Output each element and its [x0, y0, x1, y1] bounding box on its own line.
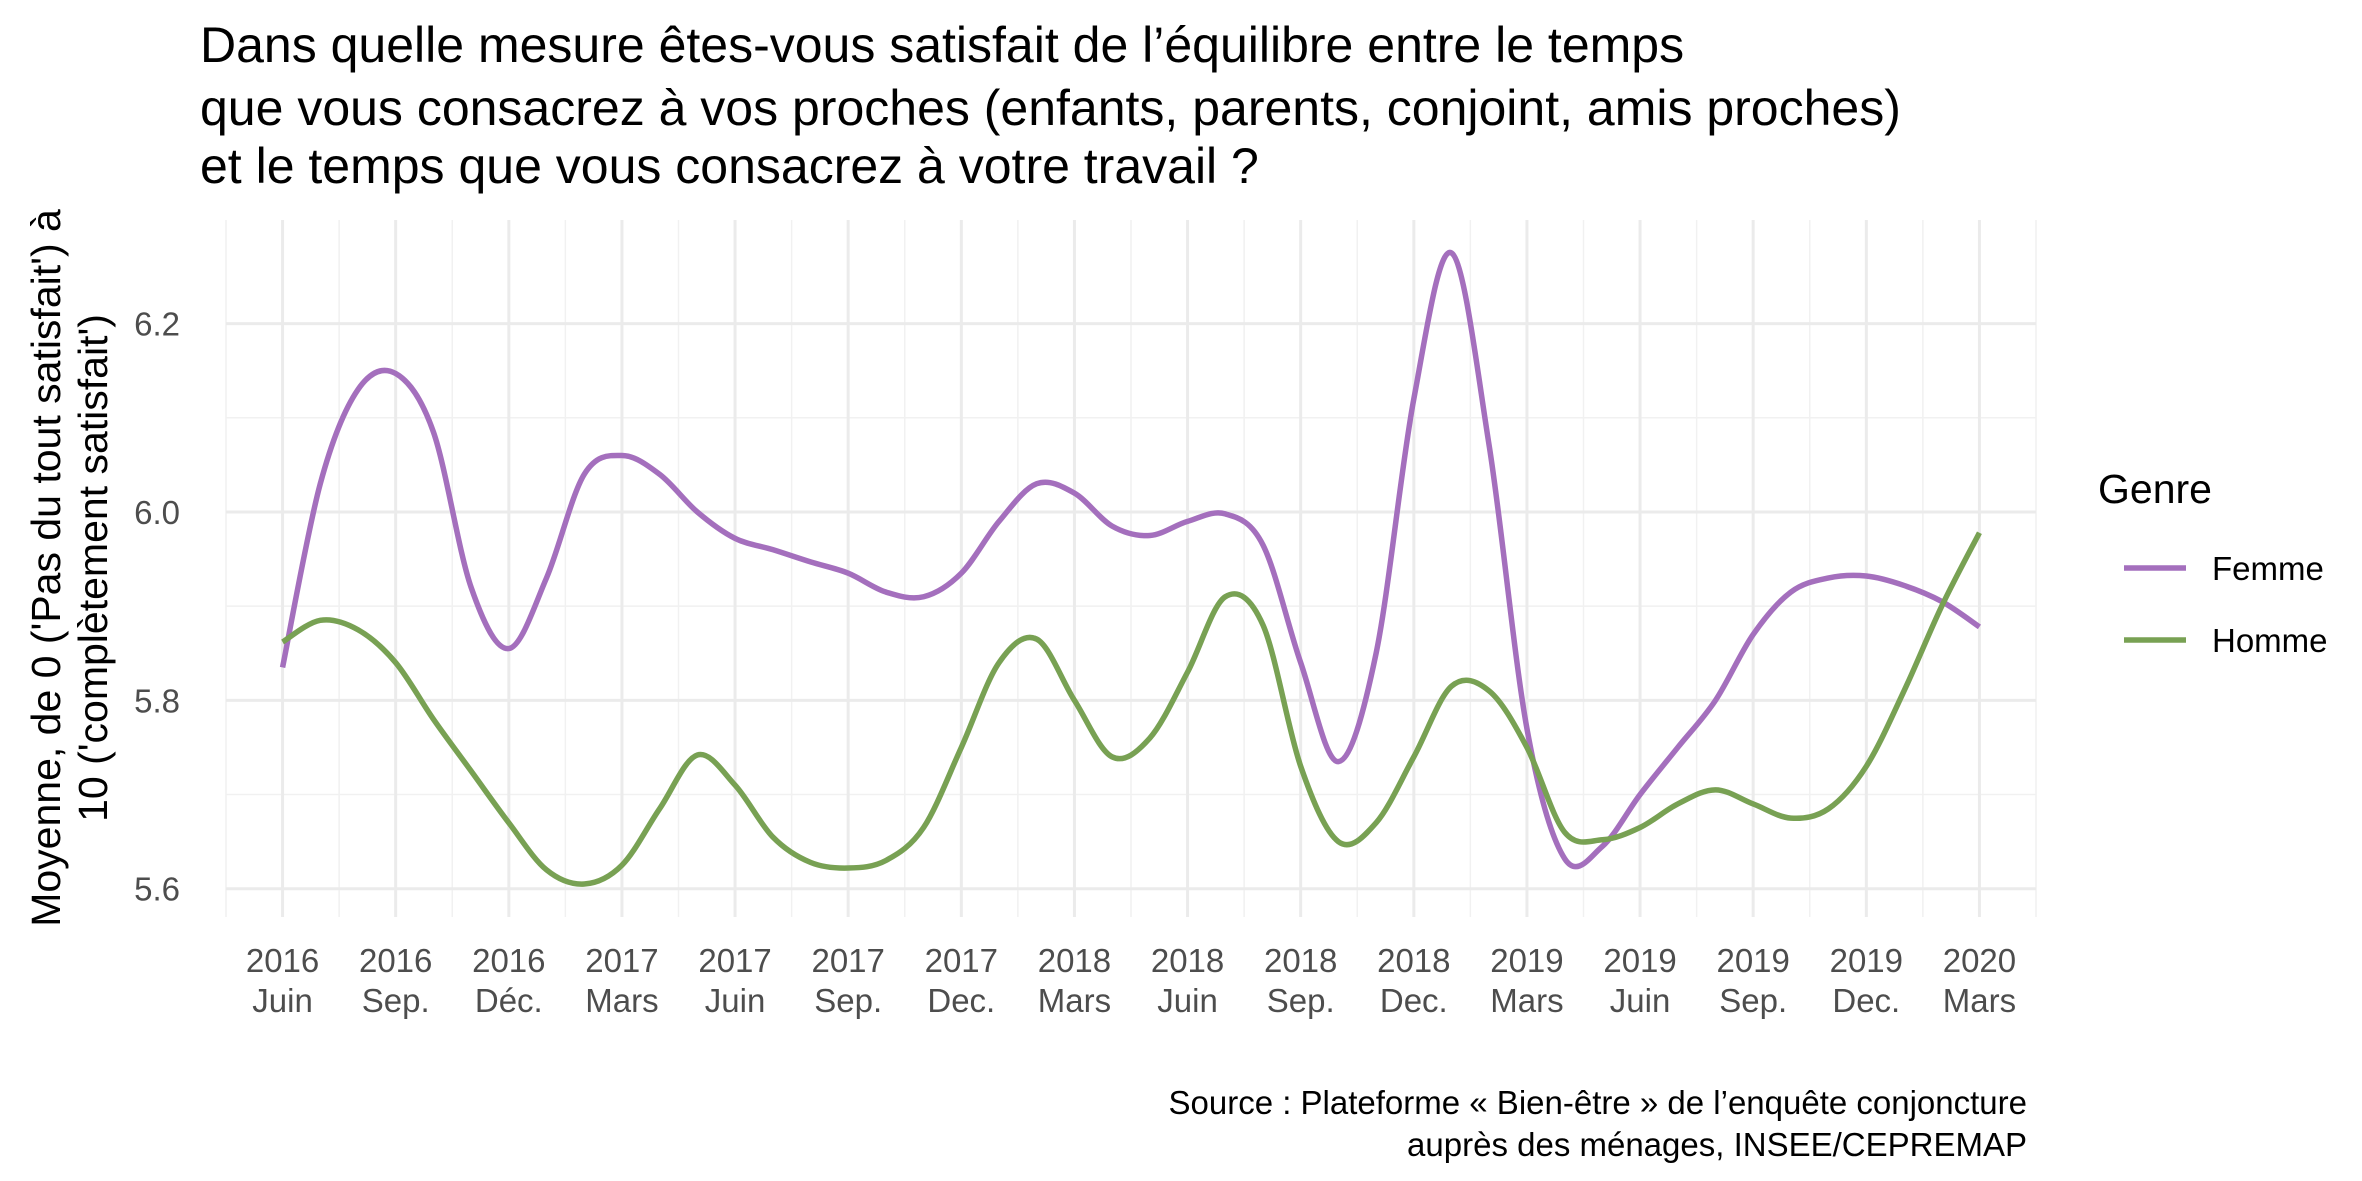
source-caption: Source : Plateforme « Bien-être » de l’e…	[1168, 1084, 2027, 1163]
grid-lines	[225, 220, 2037, 917]
x-tick-label-month: Dec.	[927, 982, 995, 1019]
data-series	[279, 249, 1982, 887]
legend-items: Femme Homme	[2124, 550, 2328, 659]
y-axis-title-line-1: Moyenne, de 0 ('Pas du tout satisfait') …	[23, 209, 69, 927]
x-tick-label-year: 2017	[811, 942, 884, 979]
x-tick-label-month: Mars	[585, 982, 658, 1019]
x-tick-label-year: 2019	[1716, 942, 1789, 979]
x-tick-label-year: 2017	[925, 942, 998, 979]
x-tick-label-month: Sep.	[362, 982, 430, 1019]
x-tick-label-month: Sep.	[814, 982, 882, 1019]
legend-label-homme: Homme	[2212, 622, 2328, 659]
y-tick-label: 6.0	[134, 494, 180, 531]
y-tick-label: 6.2	[134, 306, 180, 343]
x-tick-label-month: Mars	[1490, 982, 1563, 1019]
y-axis-title: Moyenne, de 0 ('Pas du tout satisfait') …	[23, 209, 116, 927]
legend-title: Genre	[2098, 466, 2212, 512]
y-axis-title-line-2: 10 ('complètement satisfait')	[70, 314, 116, 822]
x-tick-label-year: 2017	[698, 942, 771, 979]
chart-title-line-2: que vous consacrez à vos proches (enfant…	[200, 80, 1901, 136]
x-tick-label-year: 2019	[1490, 942, 1563, 979]
x-tick-label-year: 2017	[585, 942, 658, 979]
x-tick-label-year: 2018	[1038, 942, 1111, 979]
y-tick-label: 5.8	[134, 682, 180, 719]
legend: Genre Femme Homme	[2098, 466, 2328, 659]
x-tick-label-year: 2016	[359, 942, 432, 979]
x-tick-label-year: 2019	[1830, 942, 1903, 979]
legend-label-femme: Femme	[2212, 550, 2324, 587]
x-tick-label-month: Juin	[252, 982, 313, 1019]
x-tick-label-year: 2018	[1377, 942, 1450, 979]
x-tick-label-month: Déc.	[475, 982, 543, 1019]
x-tick-label-month: Dec.	[1380, 982, 1448, 1019]
source-caption-line-1: Source : Plateforme « Bien-être » de l’e…	[1168, 1084, 2027, 1121]
chart-title: Dans quelle mesure êtes-vous satisfait d…	[200, 17, 1901, 194]
x-tick-label-month: Juin	[1610, 982, 1671, 1019]
x-tick-label-year: 2018	[1151, 942, 1224, 979]
x-tick-label-month: Sep.	[1719, 982, 1787, 1019]
x-tick-label-year: 2019	[1603, 942, 1676, 979]
x-tick-label-month: Mars	[1943, 982, 2016, 1019]
x-axis-ticks: 2016Juin2016Sep.2016Déc.2017Mars2017Juin…	[246, 942, 2016, 1019]
x-tick-label-year: 2016	[472, 942, 545, 979]
x-tick-label-month: Mars	[1038, 982, 1111, 1019]
x-tick-label-year: 2018	[1264, 942, 1337, 979]
x-tick-label-year: 2016	[246, 942, 319, 979]
source-caption-line-2: auprès des ménages, INSEE/CEPREMAP	[1407, 1126, 2027, 1163]
chart-title-line-1: Dans quelle mesure êtes-vous satisfait d…	[200, 17, 1684, 73]
series-line-homme	[281, 531, 1982, 887]
y-tick-label: 5.6	[134, 871, 180, 908]
x-tick-label-year: 2020	[1943, 942, 2016, 979]
series-line-femme	[279, 249, 1981, 870]
chart-title-line-3: et le temps que vous consacrez à votre t…	[200, 138, 1259, 194]
y-axis-ticks: 5.6 5.8 6.0 6.2	[134, 306, 180, 908]
x-tick-label-month: Juin	[1157, 982, 1218, 1019]
x-tick-label-month: Juin	[705, 982, 766, 1019]
x-tick-label-month: Dec.	[1832, 982, 1900, 1019]
x-tick-label-month: Sep.	[1267, 982, 1335, 1019]
